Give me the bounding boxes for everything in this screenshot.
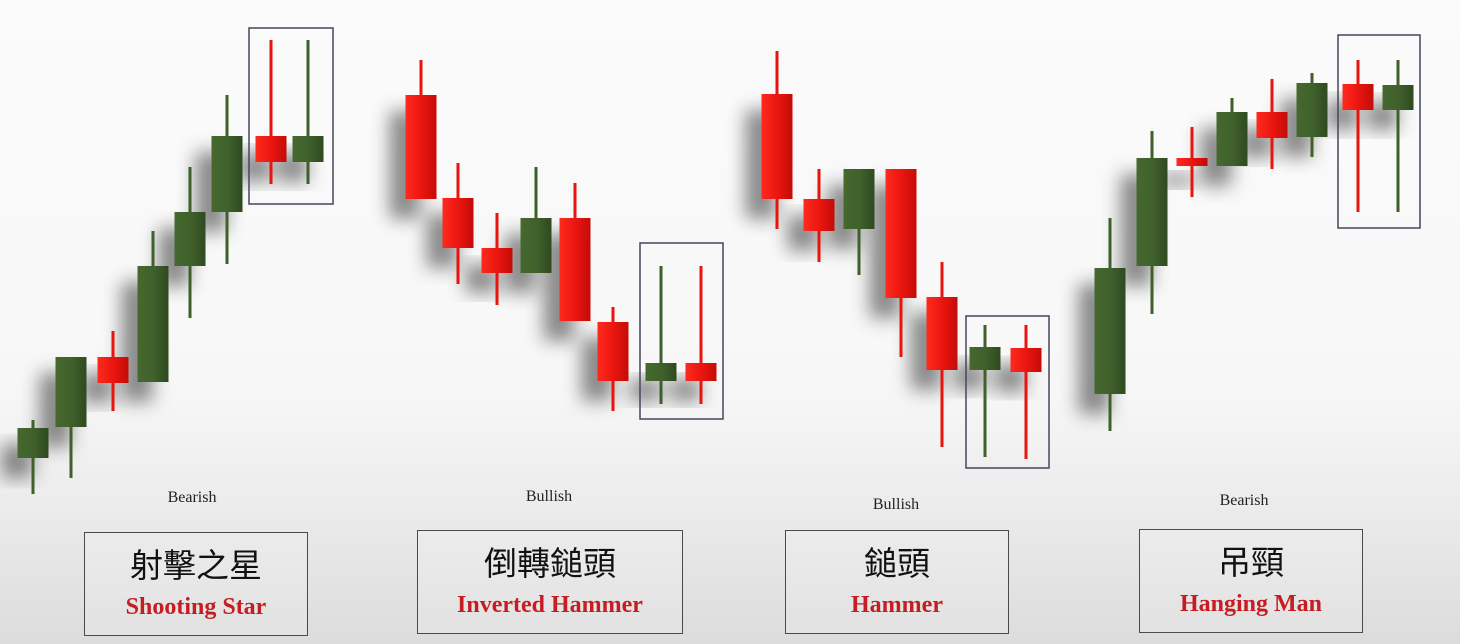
bearish-candle: [559, 183, 591, 321]
bearish-candle: [1176, 127, 1208, 197]
bullish-candle: [1296, 73, 1328, 157]
pattern-name-box-inverted-hammer: 倒轉鎚頭 Inverted Hammer: [417, 530, 683, 634]
bullish-candle: [645, 266, 677, 404]
bearish-candle: [597, 307, 629, 411]
pattern-highlight-box: [639, 242, 724, 420]
bullish-candle: [520, 167, 552, 273]
sentiment-label-hanging-man: Bearish: [1219, 492, 1269, 509]
pattern-highlight-box: [1337, 34, 1421, 229]
pattern-name-box-hammer: 鎚頭 Hammer: [785, 530, 1009, 634]
candle-body: [685, 363, 717, 381]
candle-body: [559, 218, 591, 321]
candle-body: [255, 136, 287, 162]
candle-body: [442, 198, 474, 248]
pattern-name-en: Inverted Hammer: [457, 592, 643, 618]
bullish-candle: [1216, 98, 1248, 166]
candle-body: [926, 297, 958, 370]
bearish-candle: [1256, 79, 1288, 169]
bearish-candle: [255, 40, 287, 184]
pattern-name-zh: 倒轉鎚頭: [484, 544, 616, 583]
bullish-candle: [1382, 60, 1414, 212]
bearish-candle: [97, 331, 129, 411]
bearish-candle: [442, 163, 474, 284]
candle-body: [761, 94, 793, 199]
candle-body: [843, 169, 875, 229]
candle-body: [405, 95, 437, 199]
pattern-highlight-box: [248, 27, 334, 205]
candle-body: [1256, 112, 1288, 138]
bullish-candle: [843, 169, 875, 275]
candle-body: [1094, 268, 1126, 394]
bearish-candle: [1010, 325, 1042, 459]
candle-body: [292, 136, 324, 162]
bullish-candle: [1094, 218, 1126, 431]
candle-body: [885, 169, 917, 298]
pattern-name-en: Hammer: [851, 592, 943, 618]
bearish-candle: [803, 169, 835, 262]
candle-body: [520, 218, 552, 273]
pattern-name-zh: 吊頸: [1218, 543, 1284, 582]
pattern-name-box-shooting-star: 射擊之星 Shooting Star: [84, 532, 308, 636]
sentiment-label-shooting-star: Bearish: [167, 489, 217, 506]
candle-shadow: [1160, 174, 1192, 186]
candle-body: [481, 248, 513, 273]
bullish-candle: [969, 325, 1001, 457]
bearish-candle: [761, 51, 793, 229]
bearish-candle: [481, 213, 513, 305]
candle-body: [1136, 158, 1168, 266]
bullish-candle: [17, 420, 49, 494]
candle-body: [137, 266, 169, 382]
candle-body: [97, 357, 129, 383]
sentiment-label-hammer: Bullish: [872, 496, 920, 513]
bullish-candle: [1136, 131, 1168, 314]
bearish-candle: [405, 60, 437, 199]
highlight-box-layer: [248, 27, 1421, 469]
candle-body: [1010, 348, 1042, 372]
candle-shadow: [629, 379, 661, 401]
bearish-candle: [1342, 60, 1374, 212]
pattern-highlight-box: [965, 315, 1050, 469]
bullish-candle: [137, 231, 169, 382]
pattern-name-box-hanging-man: 吊頸 Hanging Man: [1139, 529, 1363, 633]
bullish-candle: [55, 357, 87, 478]
pattern-name-en: Shooting Star: [125, 594, 267, 620]
candle-body: [645, 363, 677, 381]
candle-body: [17, 428, 49, 458]
bearish-candle: [926, 262, 958, 447]
bullish-candle: [174, 167, 206, 318]
candle-body: [211, 136, 243, 212]
candle-body: [174, 212, 206, 266]
pattern-name-en: Hanging Man: [1179, 591, 1323, 617]
candle-body: [1176, 158, 1208, 166]
candle-body: [1216, 112, 1248, 166]
candle-body: [55, 357, 87, 427]
bearish-candle: [885, 169, 917, 357]
bearish-candle: [685, 266, 717, 404]
pattern-name-zh: 鎚頭: [864, 544, 930, 583]
bullish-candle: [292, 40, 324, 184]
candle-body: [1342, 84, 1374, 110]
pattern-name-zh: 射擊之星: [130, 546, 262, 585]
bullish-candle: [211, 95, 243, 264]
candle-shadow: [669, 379, 701, 401]
candle-body: [597, 322, 629, 381]
candle-layer: [17, 40, 1414, 494]
candle-body: [1296, 83, 1328, 137]
sentiment-label-inverted-hammer: Bullish: [525, 488, 573, 505]
candle-body: [1382, 85, 1414, 110]
candle-body: [803, 199, 835, 231]
candle-body: [969, 347, 1001, 370]
